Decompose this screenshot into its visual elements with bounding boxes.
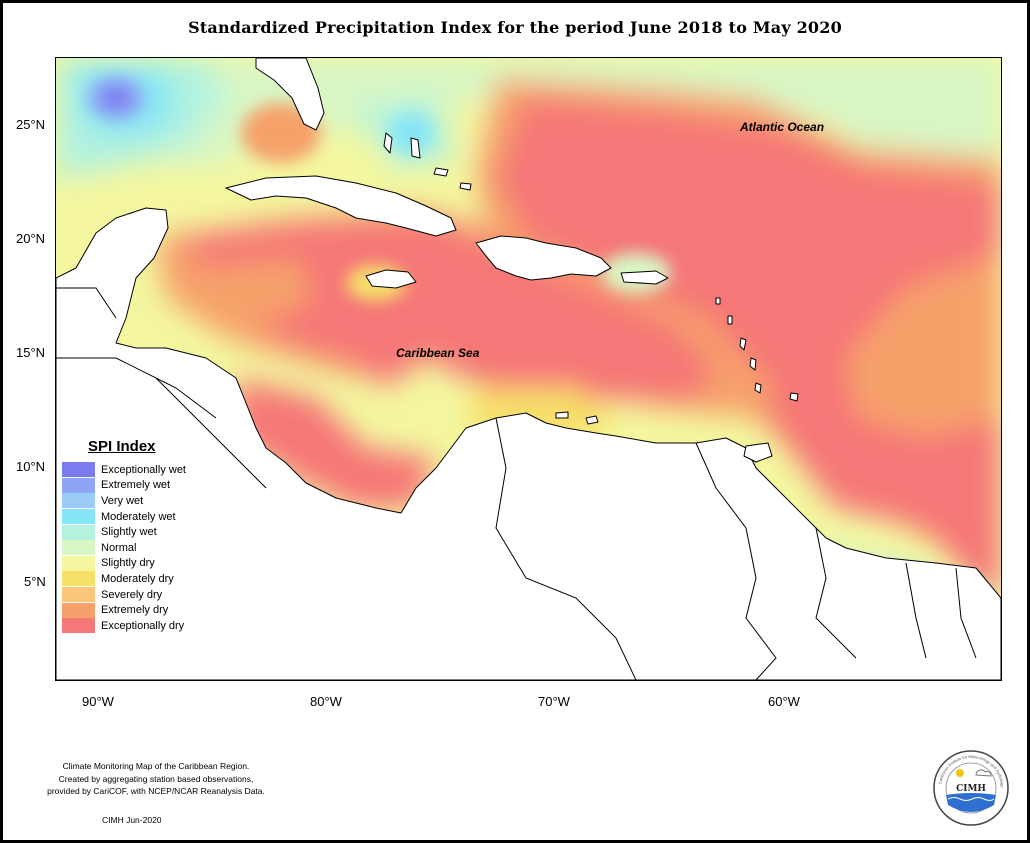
spi-map bbox=[55, 57, 1002, 681]
spi-legend: SPI Index Exceptionally wet Extremely wet… bbox=[62, 438, 202, 634]
country-borders bbox=[56, 287, 977, 680]
legend-swatch bbox=[62, 509, 95, 525]
legend-swatch bbox=[62, 618, 95, 634]
footer-note-line: Created by aggregating station based obs… bbox=[58, 773, 254, 784]
spi-map-canvas bbox=[56, 58, 1001, 680]
legend-item: Extremely wet bbox=[62, 477, 202, 494]
legend-swatch bbox=[62, 587, 95, 603]
legend-label: Exceptionally dry bbox=[101, 619, 185, 632]
legend-label: Normal bbox=[101, 541, 137, 554]
legend-item: Moderately dry bbox=[62, 571, 202, 587]
legend-label: Slightly wet bbox=[101, 526, 157, 539]
puerto-rico-landmass bbox=[620, 270, 669, 285]
lat-label-10n: 10°N bbox=[16, 459, 46, 474]
cimh-logo: CIMH Caribbean Institute for Meteorology… bbox=[932, 749, 1010, 827]
logo-text: CIMH bbox=[956, 784, 986, 794]
lat-label-15n: 15°N bbox=[16, 345, 46, 360]
legend-label: Exceptionally wet bbox=[101, 463, 186, 476]
legend-item: Normal bbox=[62, 540, 202, 556]
lat-label-5n: 5°N bbox=[24, 574, 46, 589]
legend-swatch bbox=[62, 602, 95, 618]
legend-item: Slightly wet bbox=[62, 524, 202, 540]
legend-item: Moderately wet bbox=[62, 509, 202, 525]
legend-swatch bbox=[62, 571, 95, 587]
legend-label: Extremely wet bbox=[101, 479, 171, 492]
coastlines bbox=[56, 58, 1001, 680]
legend-swatch bbox=[62, 555, 95, 571]
legend-item: Very wet bbox=[62, 493, 202, 509]
legend-swatch bbox=[62, 524, 95, 540]
footer-credit: CIMH Jun-2020 bbox=[102, 815, 162, 825]
mainland-landmass bbox=[56, 207, 1001, 680]
legend-item: Extremely dry bbox=[62, 602, 202, 618]
legend-rows: Exceptionally wet Extremely wet Very wet Mo… bbox=[62, 462, 202, 634]
hispaniola-landmass bbox=[475, 235, 612, 281]
atlantic-ocean-label: Atlantic Ocean bbox=[740, 120, 825, 134]
map-title: Standardized Precipitation Index for the… bbox=[188, 18, 842, 37]
lat-label-20n: 20°N bbox=[16, 231, 46, 246]
legend-title: SPI Index bbox=[88, 438, 156, 455]
legend-label: Moderately dry bbox=[101, 572, 174, 585]
legend-label: Severely dry bbox=[101, 588, 163, 601]
footer-note-line: provided by CariCOF, with NCEP/NCAR Rean… bbox=[47, 786, 265, 796]
legend-swatch bbox=[62, 493, 95, 509]
jamaica-landmass bbox=[365, 269, 417, 289]
legend-swatch bbox=[62, 477, 95, 493]
lat-label-25n: 25°N bbox=[16, 117, 46, 132]
legend-swatch bbox=[62, 540, 95, 556]
legend-item: Exceptionally wet bbox=[62, 462, 202, 478]
trinidad-landmass bbox=[743, 442, 773, 463]
legend-item: Severely dry bbox=[62, 587, 202, 603]
legend-label: Slightly dry bbox=[101, 557, 155, 570]
legend-swatch bbox=[62, 462, 95, 478]
legend-label: Extremely dry bbox=[101, 604, 169, 617]
caribbean-sea-label: Caribbean Sea bbox=[396, 346, 480, 360]
legend-label: Moderately wet bbox=[101, 510, 176, 523]
cuba-landmass bbox=[225, 175, 457, 237]
legend-item: Exceptionally dry bbox=[62, 618, 202, 634]
lon-label-80w: 80°W bbox=[310, 694, 342, 709]
lon-label-60w: 60°W bbox=[768, 694, 800, 709]
lon-label-70w: 70°W bbox=[538, 694, 570, 709]
florida-landmass bbox=[255, 58, 325, 131]
footer-note: Climate Monitoring Map of the Caribbean … bbox=[36, 760, 276, 798]
footer-note-line: Climate Monitoring Map of the Caribbean … bbox=[62, 761, 250, 771]
lon-label-90w: 90°W bbox=[82, 694, 114, 709]
legend-item: Slightly dry bbox=[62, 555, 202, 572]
legend-label: Very wet bbox=[101, 494, 144, 507]
